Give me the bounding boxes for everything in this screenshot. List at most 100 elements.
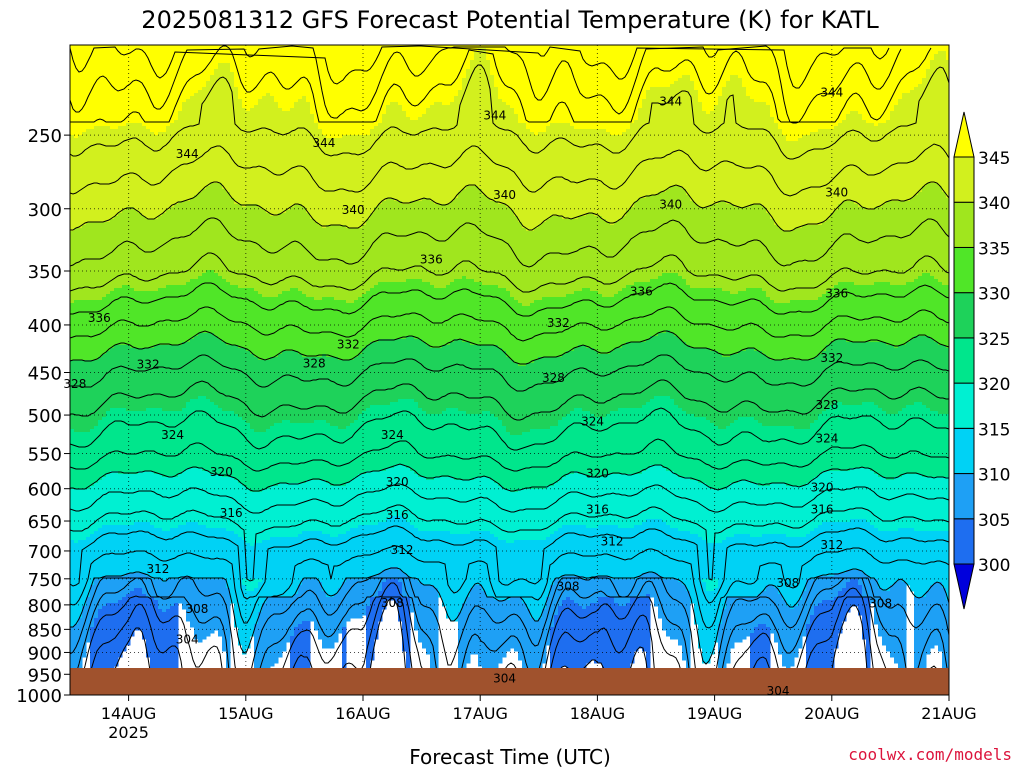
contour-312 xyxy=(70,545,949,629)
contour-label: 328 xyxy=(303,356,326,370)
colorbar-segment xyxy=(953,292,975,339)
colorbar-segment xyxy=(953,382,975,429)
contour-304 xyxy=(70,582,949,695)
contour-label: 312 xyxy=(820,538,843,552)
contour-label: 340 xyxy=(342,203,365,217)
contour-340 xyxy=(70,181,949,232)
contour-label: 332 xyxy=(820,351,843,365)
contour-label: 316 xyxy=(586,503,609,517)
contour-324 xyxy=(70,407,949,451)
contour-322 xyxy=(70,438,949,472)
contour-label: 340 xyxy=(493,188,516,202)
contour-348 xyxy=(70,45,902,123)
y-tick-label: 800 xyxy=(28,596,62,617)
colorbar-label: 305 xyxy=(978,511,1010,531)
contour-320 xyxy=(70,463,949,492)
colorbar-segment xyxy=(953,337,975,384)
x-tick-label: 20AUG xyxy=(804,704,859,723)
contour-label: 304 xyxy=(176,633,199,647)
colorbar-segment xyxy=(953,473,975,520)
contour-326 xyxy=(70,379,949,421)
contour-label: 324 xyxy=(161,428,184,442)
y-tick-label: 1000 xyxy=(16,686,62,707)
contour-label: 308 xyxy=(186,602,209,616)
contour-label: 308 xyxy=(381,596,404,610)
colorbar-segment xyxy=(953,427,975,475)
contour-332 xyxy=(70,306,949,342)
contour-label: 336 xyxy=(630,284,653,298)
colorbar-segment xyxy=(953,246,975,294)
colorbar-label: 320 xyxy=(978,375,1010,395)
colorbar-segment xyxy=(953,156,975,203)
contour-label: 324 xyxy=(581,414,604,428)
contour-336 xyxy=(70,252,949,293)
credit-text[interactable]: coolwx.com/models xyxy=(848,745,1012,764)
contour-label: 312 xyxy=(391,543,414,557)
y-tick-label: 850 xyxy=(28,620,62,641)
y-tick-label: 250 xyxy=(28,126,62,147)
contour-342 xyxy=(70,143,949,197)
contour-label: 344 xyxy=(483,108,506,122)
contour-label: 328 xyxy=(815,398,838,412)
colorbar-segment xyxy=(953,518,975,565)
x-tick-label: 14AUG xyxy=(101,704,156,723)
contour-label: 324 xyxy=(815,432,838,446)
colorbar-segment xyxy=(953,201,975,248)
colorbar-label: 335 xyxy=(978,239,1010,259)
colorbar-under-arrow xyxy=(953,563,975,610)
contour-350 xyxy=(70,45,890,89)
y-tick-label: 300 xyxy=(28,200,62,221)
contour-label: 344 xyxy=(659,94,682,108)
x-tick-label: 17AUG xyxy=(452,704,507,723)
y-axis: 2503003504004505005506006507007508008509… xyxy=(16,126,70,707)
contour-label: 344 xyxy=(820,86,843,100)
contour-label: 308 xyxy=(776,576,799,590)
contour-338 xyxy=(70,217,949,268)
contour-label: 340 xyxy=(659,198,682,212)
contour-label: 316 xyxy=(811,503,834,517)
contour-306 xyxy=(70,577,949,695)
contour-330 xyxy=(70,330,949,365)
contour-label: 316 xyxy=(386,508,409,522)
colorbar-label: 315 xyxy=(978,420,1010,440)
contour-label: 312 xyxy=(146,562,169,576)
x-tick-label: 15AUG xyxy=(218,704,273,723)
x-axis-label: Forecast Time (UTC) xyxy=(409,745,611,768)
contour-label: 328 xyxy=(63,377,86,391)
colorbar-label: 340 xyxy=(978,194,1010,214)
colorbar-label: 325 xyxy=(978,330,1010,350)
contour-label: 332 xyxy=(337,338,360,352)
contour-label: 344 xyxy=(176,147,199,161)
contour-label: 336 xyxy=(88,311,111,325)
contour-label: 312 xyxy=(601,535,624,549)
colorbar-over-arrow xyxy=(953,111,975,158)
contour-label: 320 xyxy=(811,480,834,494)
y-tick-label: 700 xyxy=(28,542,62,563)
y-tick-label: 600 xyxy=(28,480,62,501)
contour-label: 336 xyxy=(825,286,848,300)
contour-label: 328 xyxy=(542,371,565,385)
x-tick-year: 2025 xyxy=(108,723,149,742)
x-tick-label: 16AUG xyxy=(335,704,390,723)
contour-label: 308 xyxy=(557,579,580,593)
y-tick-label: 750 xyxy=(28,570,62,591)
contour-328 xyxy=(70,354,949,392)
contour-label: 344 xyxy=(312,136,335,150)
theta-color-bands xyxy=(70,45,949,694)
contour-label: 308 xyxy=(869,596,892,610)
contour-308 xyxy=(70,577,949,695)
contour-label: 340 xyxy=(825,185,848,199)
contour-label: 332 xyxy=(547,316,570,330)
contour-316 xyxy=(70,504,949,582)
colorbar-label: 310 xyxy=(978,466,1010,486)
contour-label: 304 xyxy=(493,672,516,686)
contour-label: 320 xyxy=(586,467,609,481)
y-tick-label: 650 xyxy=(28,512,62,533)
y-tick-label: 400 xyxy=(28,316,62,337)
contour-labels: 344 344 344 344 344 340 340 340 340 336 336 336 336 3… xyxy=(63,86,892,698)
y-tick-label: 950 xyxy=(28,665,62,686)
y-tick-label: 350 xyxy=(28,262,62,283)
x-tick-label: 18AUG xyxy=(570,704,625,723)
chart-title: 2025081312 GFS Forecast Potential Temper… xyxy=(141,6,879,34)
